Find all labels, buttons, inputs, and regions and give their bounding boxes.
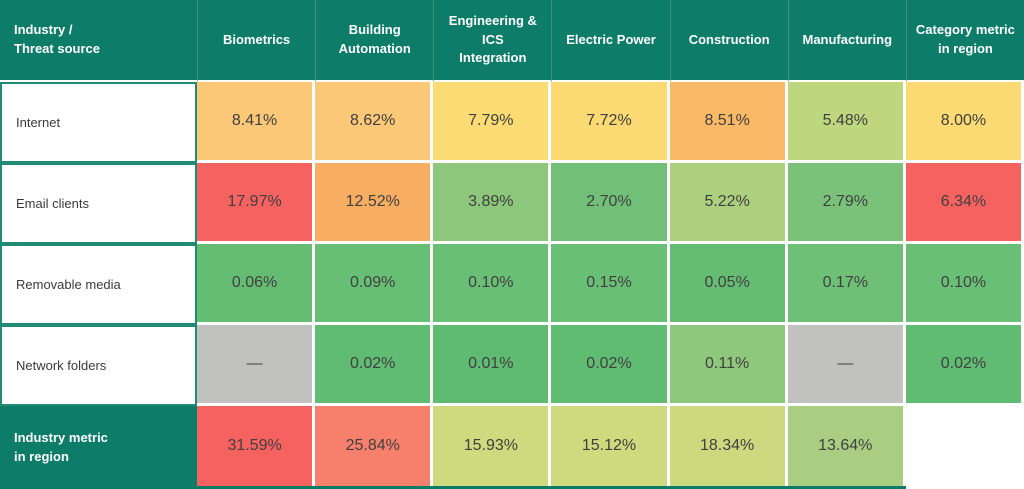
- column-header: Engineering & ICS Integration: [433, 0, 552, 82]
- heat-cell: 5.22%: [669, 163, 788, 244]
- heat-cell: 2.70%: [551, 163, 670, 244]
- heat-cell: 15.93%: [433, 406, 552, 489]
- heat-cell: 0.11%: [669, 325, 788, 406]
- header-row: Industry / Threat source Biometrics Build…: [0, 0, 1024, 82]
- heat-cell: 18.34%: [669, 406, 788, 489]
- heat-cell: 0.02%: [905, 325, 1024, 406]
- data-row: Email clients 17.97% 12.52% 3.89% 2.70% 5.22%…: [0, 163, 1024, 244]
- heat-cell: 25.84%: [315, 406, 434, 489]
- heat-cell: —: [787, 325, 906, 406]
- column-header: Category metric in region: [905, 0, 1024, 82]
- heat-cell: 0.15%: [551, 244, 670, 325]
- heat-cell: 7.79%: [433, 82, 552, 163]
- heat-cell: 0.05%: [669, 244, 788, 325]
- heat-cell: 15.12%: [551, 406, 670, 489]
- row-label: Removable media: [0, 244, 197, 325]
- heat-cell: 0.01%: [433, 325, 552, 406]
- heat-cell: 13.64%: [787, 406, 906, 489]
- heat-cell: 8.41%: [197, 82, 316, 163]
- heat-cell: 2.79%: [787, 163, 906, 244]
- data-row: Network folders —0.02% 0.01% 0.02% 0.11% —0.0…: [0, 325, 1024, 406]
- heat-cell: 0.10%: [905, 244, 1024, 325]
- heat-cell: 0.17%: [787, 244, 906, 325]
- column-header: Biometrics: [197, 0, 316, 82]
- table-body: Internet 8.41% 8.62% 7.79% 7.72% 8.51% 5.48% 8.…: [0, 82, 1024, 489]
- corner-header: Industry / Threat source: [0, 0, 197, 82]
- heat-cell: 7.72%: [551, 82, 670, 163]
- heat-cell: 12.52%: [315, 163, 434, 244]
- column-header: Electric Power: [551, 0, 670, 82]
- heat-cell: —: [197, 325, 316, 406]
- footer-row: Industry metric in region 31.59% 25.84% 15.…: [0, 406, 1024, 489]
- heat-cell: 8.00%: [905, 82, 1024, 163]
- footer-row-label: Industry metric in region: [0, 406, 197, 489]
- heat-cell: 8.51%: [669, 82, 788, 163]
- heat-cell: 0.09%: [315, 244, 434, 325]
- empty-cell: [905, 406, 1024, 489]
- heat-cell: 8.62%: [315, 82, 434, 163]
- data-row: Removable media 0.06% 0.09% 0.10% 0.15% 0.05%…: [0, 244, 1024, 325]
- data-row: Internet 8.41% 8.62% 7.79% 7.72% 8.51% 5.48% 8.…: [0, 82, 1024, 163]
- table-bottom-border: [0, 486, 906, 489]
- heat-cell: 0.10%: [433, 244, 552, 325]
- heat-cell: 0.02%: [551, 325, 670, 406]
- row-label: Internet: [0, 82, 197, 163]
- column-header: Building Automation: [315, 0, 434, 82]
- column-header: Manufacturing: [787, 0, 906, 82]
- heat-cell: 0.02%: [315, 325, 434, 406]
- row-label: Email clients: [0, 163, 197, 244]
- row-label: Network folders: [0, 325, 197, 406]
- heat-cell: 5.48%: [787, 82, 906, 163]
- heat-cell: 6.34%: [905, 163, 1024, 244]
- heat-cell: 31.59%: [197, 406, 316, 489]
- heat-cell: 17.97%: [197, 163, 316, 244]
- heat-cell: 3.89%: [433, 163, 552, 244]
- column-header: Construction: [669, 0, 788, 82]
- heat-cell: 0.06%: [197, 244, 316, 325]
